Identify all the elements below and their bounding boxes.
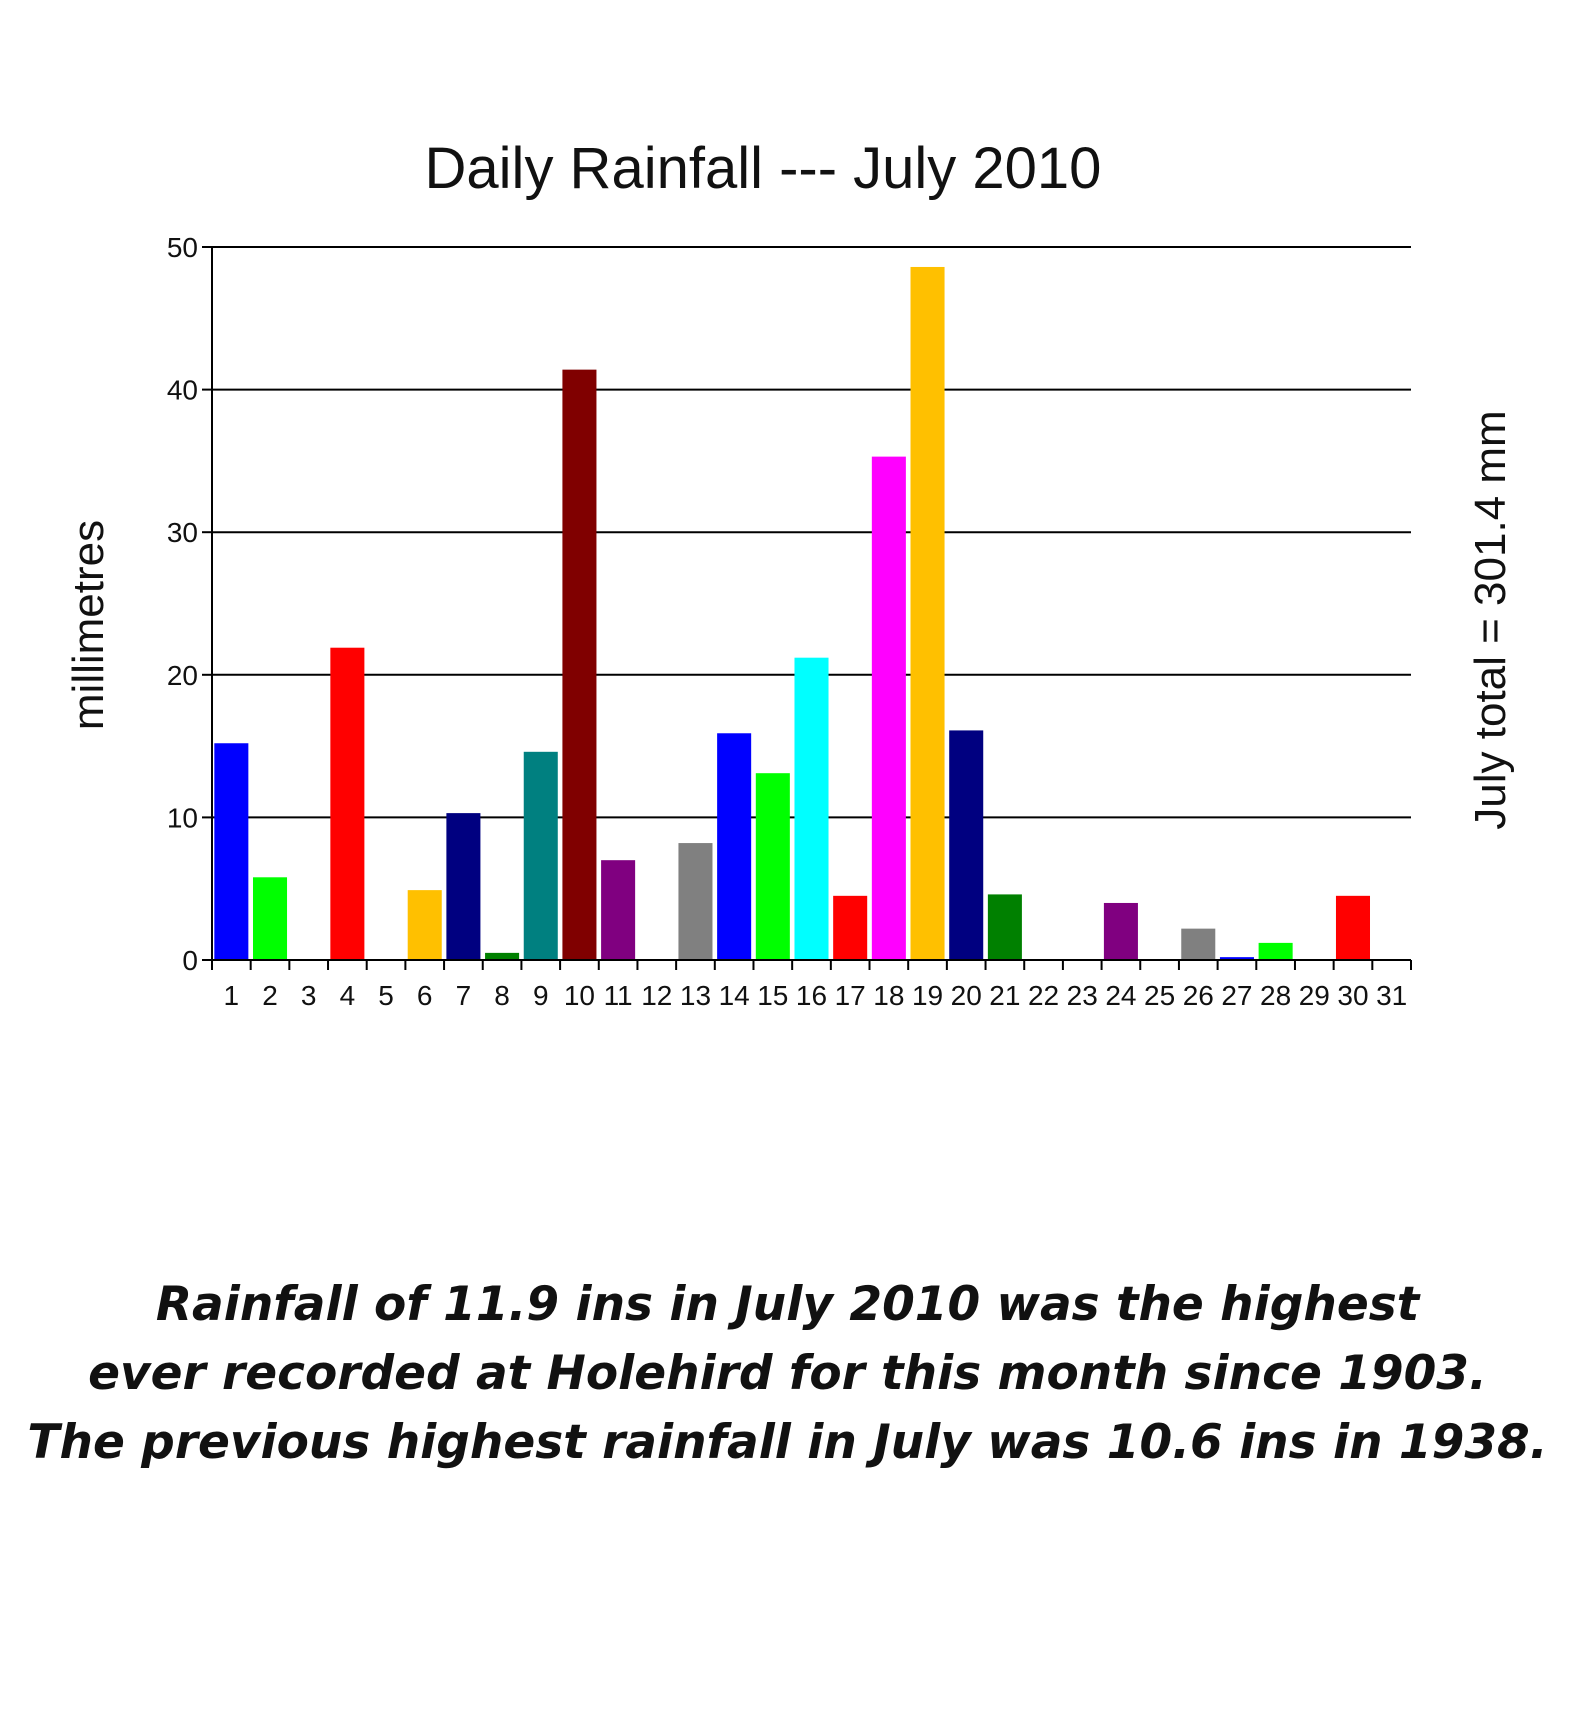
x-tick-label: 12 — [641, 980, 672, 1011]
x-tick-label: 16 — [796, 980, 827, 1011]
y-tick-label: 0 — [182, 945, 198, 976]
bar-day-18 — [871, 456, 906, 960]
x-tick-label: 4 — [340, 980, 356, 1011]
x-tick-label: 23 — [1067, 980, 1098, 1011]
x-tick-label: 28 — [1260, 980, 1291, 1011]
bar-day-20 — [949, 730, 984, 960]
july-total-label: July total = 301.4 mm — [1466, 410, 1515, 829]
chart-canvas: Daily Rainfall --- July 2010 millimetres… — [64, 136, 1515, 1011]
x-tick-label: 14 — [719, 980, 750, 1011]
x-tick-label: 5 — [378, 980, 394, 1011]
x-tick-label: 22 — [1028, 980, 1059, 1011]
bar-day-8 — [485, 952, 520, 960]
x-tick-label: 25 — [1144, 980, 1175, 1011]
bar-day-21 — [987, 894, 1022, 960]
axes — [211, 247, 1412, 970]
x-tick-label: 18 — [873, 980, 904, 1011]
caption-line-2: ever recorded at Holehird for this month… — [88, 1346, 1487, 1401]
x-tick-label: 20 — [951, 980, 982, 1011]
y-tick-label: 20 — [167, 660, 198, 691]
x-tick-label: 17 — [835, 980, 866, 1011]
x-tick-label: 13 — [680, 980, 711, 1011]
x-tick-label: 6 — [417, 980, 433, 1011]
caption: Rainfall of 11.9 ins in July 2010 was th… — [0, 1270, 1575, 1477]
x-tick-label: 11 — [604, 980, 633, 1011]
bar-day-7 — [446, 813, 481, 960]
rainfall-chart: Daily Rainfall --- July 2010 millimetres… — [64, 136, 1515, 1011]
bar-day-16 — [794, 657, 829, 960]
caption-line-1: Rainfall of 11.9 ins in July 2010 was th… — [155, 1277, 1420, 1332]
x-tick-label: 21 — [989, 980, 1020, 1011]
x-tick-label: 30 — [1337, 980, 1368, 1011]
x-tick-label: 1 — [224, 980, 240, 1011]
y-tick-label: 10 — [167, 802, 198, 833]
x-tick-label: 9 — [533, 980, 549, 1011]
bar-day-14 — [717, 733, 752, 960]
bar-day-2 — [252, 877, 288, 960]
bar-day-30 — [1335, 895, 1371, 960]
bar-day-13 — [678, 843, 713, 960]
x-tick-label: 19 — [912, 980, 943, 1011]
gridlines — [212, 246, 1411, 819]
x-tick-label: 2 — [262, 980, 278, 1011]
bar-day-19 — [910, 266, 945, 960]
x-tick-label: 24 — [1105, 980, 1136, 1011]
bar-day-24 — [1103, 902, 1138, 960]
x-tick-label: 31 — [1376, 980, 1407, 1011]
bars — [214, 266, 1371, 960]
bar-day-6 — [407, 890, 442, 960]
x-tick-label: 26 — [1183, 980, 1214, 1011]
y-tick-label: 40 — [167, 375, 198, 406]
x-tick-label: 27 — [1221, 980, 1252, 1011]
bar-day-27 — [1219, 957, 1254, 960]
x-tick-label: 7 — [456, 980, 472, 1011]
bar-day-17 — [833, 895, 868, 960]
x-tick-label: 8 — [494, 980, 510, 1011]
bar-day-15 — [755, 773, 790, 960]
x-tick-label: 3 — [301, 980, 317, 1011]
bar-day-10 — [562, 369, 597, 960]
caption-line-3: The previous highest rainfall in July wa… — [27, 1415, 1548, 1470]
bar-day-28 — [1258, 942, 1293, 960]
x-tick-label: 10 — [564, 980, 595, 1011]
x-tick-labels: 1 2 3 4 5 6 7 8 9 10 11 12 13 14 15 16 17 18 19 20 21 22 23 24 2… — [224, 980, 1408, 1011]
y-tick-label: 30 — [167, 517, 198, 548]
chart-title: Daily Rainfall --- July 2010 — [425, 136, 1102, 201]
bar-day-11 — [601, 860, 636, 960]
bar-day-26 — [1181, 928, 1216, 960]
y-tick-label: 50 — [167, 232, 198, 263]
y-tick-labels: 0 10 20 30 40 50 — [167, 232, 212, 976]
bar-day-1 — [214, 743, 249, 960]
bar-day-4 — [330, 647, 365, 960]
x-tick-label: 29 — [1299, 980, 1330, 1011]
y-axis-label: millimetres — [64, 520, 113, 730]
x-tick-label: 15 — [757, 980, 788, 1011]
bar-day-9 — [523, 751, 558, 960]
